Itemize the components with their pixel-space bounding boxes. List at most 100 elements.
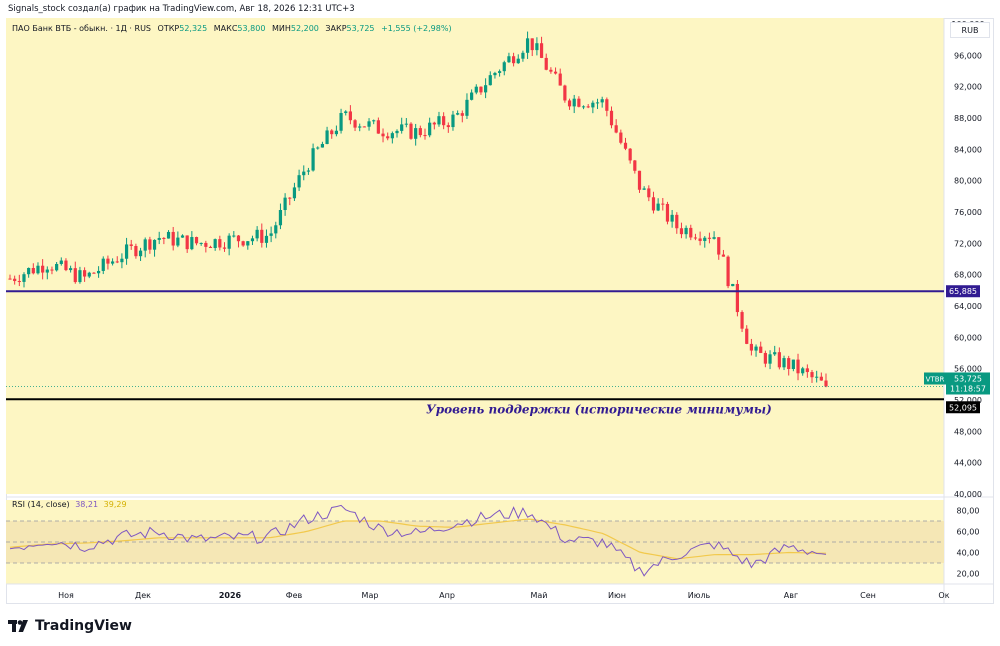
- time-tick-label: 2026: [219, 591, 242, 600]
- candle-body: [13, 278, 17, 282]
- price-tick-label: 96,000: [954, 51, 982, 60]
- candle-body: [204, 242, 208, 247]
- candle-body: [162, 237, 166, 239]
- candle-body: [693, 237, 698, 239]
- rsi-ma-line: [9, 518, 826, 560]
- candlestick-chart[interactable]: 100,00096,00092,00088,00084,00080,00076,…: [6, 18, 994, 604]
- rsi-tick-label: 20,00: [957, 570, 980, 579]
- candle-body: [796, 359, 800, 374]
- candle-body: [605, 99, 609, 111]
- candle-body: [45, 269, 49, 273]
- candle-body: [787, 358, 791, 369]
- support-badge: [946, 401, 980, 414]
- candle-body: [17, 281, 21, 283]
- candle-body: [124, 244, 129, 259]
- currency-button[interactable]: RUB: [950, 22, 990, 38]
- candle-body: [549, 69, 553, 72]
- rsi-ma-value: 39,29: [103, 500, 127, 509]
- candle-body: [586, 106, 590, 108]
- candle-body: [479, 86, 483, 93]
- candle-body: [740, 312, 744, 329]
- candle-body: [651, 197, 656, 211]
- tradingview-brand[interactable]: TradingView: [8, 616, 132, 636]
- candle-body: [222, 247, 227, 249]
- candle-body: [246, 241, 250, 246]
- resistance-badge: [946, 285, 980, 298]
- candle-body: [134, 245, 138, 257]
- candle-body: [773, 352, 777, 355]
- price-tick-label: 88,000: [954, 114, 982, 123]
- candle-body: [511, 56, 516, 64]
- candle-body: [50, 269, 54, 271]
- candle-body: [563, 85, 567, 101]
- price-tick-label: 60,000: [954, 333, 982, 342]
- candle-body: [423, 135, 427, 137]
- candle-body: [456, 113, 460, 115]
- candle-body: [400, 124, 404, 131]
- symbol-tag-badge: [924, 372, 946, 385]
- candle-body: [418, 128, 422, 136]
- brand-name: TradingView: [35, 618, 132, 634]
- candle-body: [525, 38, 530, 53]
- price-tick-label: 40,000: [954, 490, 982, 499]
- candle-body: [330, 130, 334, 135]
- candle-body: [432, 122, 436, 125]
- candle-body: [106, 258, 110, 264]
- candle-body: [27, 267, 31, 275]
- symbol-legend: ПАО Банк ВТБ - обыкн. · 1Д · RUS ОТКР52,…: [12, 24, 452, 33]
- candle-body: [484, 85, 488, 93]
- candle-body: [344, 111, 348, 114]
- candle-body: [670, 214, 674, 222]
- candle-body: [661, 203, 665, 205]
- candle-body: [64, 260, 68, 271]
- candle-body: [8, 278, 12, 280]
- candle-body: [171, 231, 175, 246]
- rsi-line: [9, 504, 827, 577]
- candle-body: [264, 235, 269, 243]
- candle-body: [539, 43, 544, 58]
- candle-body: [437, 116, 441, 125]
- candle-body: [801, 368, 805, 374]
- candle-body: [311, 148, 315, 171]
- candle-body: [633, 160, 637, 171]
- candle-body: [488, 75, 492, 86]
- candle-body: [465, 99, 469, 116]
- symbol-tag-label: VTBR: [926, 375, 945, 383]
- candle-body: [288, 197, 292, 199]
- candle-body: [376, 120, 380, 134]
- candle-body: [180, 235, 185, 238]
- price-tick-label: 76,000: [954, 208, 982, 217]
- candle-body: [493, 72, 497, 76]
- candle-body: [269, 233, 273, 236]
- candle-body: [679, 228, 684, 235]
- time-tick-label: Дек: [135, 591, 151, 600]
- candle-body: [698, 238, 702, 241]
- candle-body: [157, 237, 161, 240]
- chart-header: Signals_stock создал(а) график на Tradin…: [8, 4, 355, 14]
- candle-body: [367, 121, 371, 127]
- candle-body: [381, 133, 385, 137]
- candle-body: [637, 170, 642, 190]
- candle-body: [567, 100, 572, 107]
- price-tick-label: 64,000: [954, 302, 982, 311]
- price-tick-label: 44,000: [954, 459, 982, 468]
- time-tick-label: Апр: [439, 591, 455, 600]
- candle-body: [642, 188, 646, 190]
- candle-body: [805, 368, 809, 373]
- candle-body: [297, 175, 301, 188]
- candle-body: [754, 346, 758, 351]
- candle-body: [745, 328, 749, 344]
- candle-body: [572, 98, 576, 107]
- candle-body: [768, 354, 772, 364]
- candle-body: [498, 71, 502, 73]
- low-label: МИН: [271, 24, 291, 33]
- symbol-name: ПАО Банк ВТБ - обыкн. · 1Д · RUS: [12, 24, 151, 33]
- candle-body: [120, 258, 124, 263]
- rsi-tick-label: 60,00: [957, 528, 980, 537]
- candle-body: [208, 246, 213, 249]
- candle-body: [213, 239, 217, 249]
- candle-body: [339, 113, 343, 131]
- candle-body: [791, 359, 795, 369]
- candle-body: [353, 120, 357, 128]
- candle-body: [684, 227, 688, 235]
